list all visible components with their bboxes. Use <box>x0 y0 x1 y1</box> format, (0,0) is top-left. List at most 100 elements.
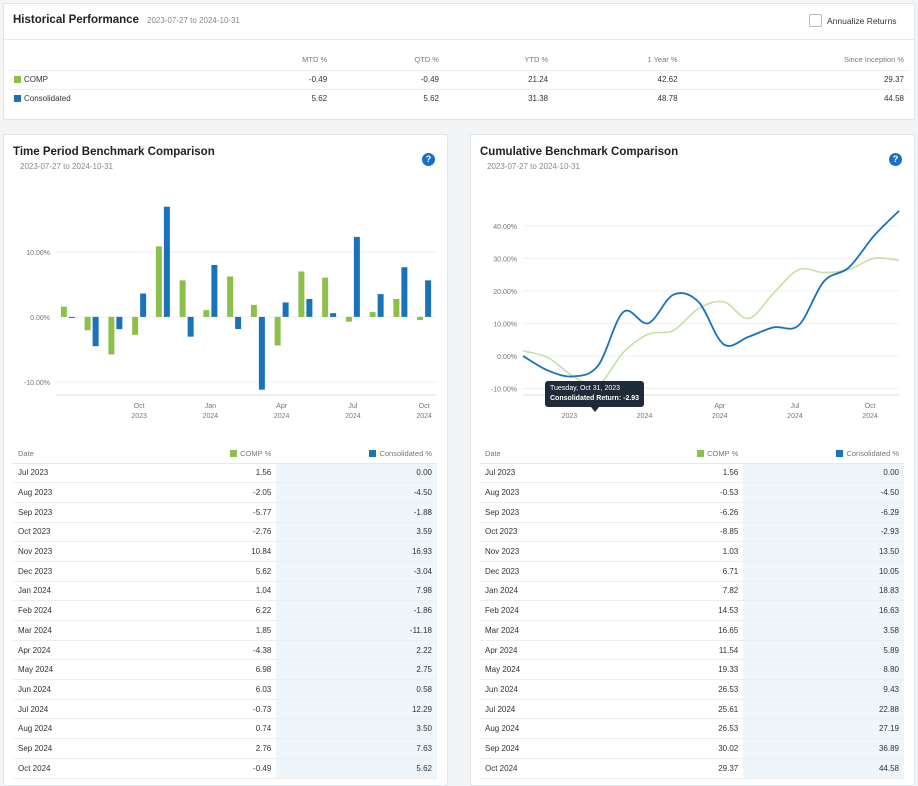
x-tick-month: Apr <box>276 403 288 410</box>
table-row: Sep 2023 -5.77 -1.88 <box>13 502 437 523</box>
cell-consolidated: 5.62 <box>276 758 437 778</box>
help-icon[interactable]: ? <box>422 153 435 166</box>
bar-comp-4[interactable] <box>155 246 162 317</box>
col-mtd: MTD % <box>302 55 328 65</box>
x-tick-year: 2024 <box>637 413 653 420</box>
bar-comp-7[interactable] <box>227 276 234 317</box>
bar-consolidated-11[interactable] <box>330 313 337 317</box>
bar-comp-15[interactable] <box>417 316 424 321</box>
bar-consolidated-9[interactable] <box>282 302 289 317</box>
cell-consolidated: 7.63 <box>276 738 437 759</box>
bar-consolidated-1[interactable] <box>92 316 99 347</box>
col-1year: 1 Year % <box>647 55 678 65</box>
bar-consolidated-12[interactable] <box>353 236 360 317</box>
table-row: Dec 2023 6.71 10.05 <box>480 561 904 582</box>
table-row: Aug 2023 -0.53 -4.50 <box>480 482 904 503</box>
table-row: Apr 2024 -4.38 2.22 <box>13 640 437 660</box>
table-row: May 2024 6.98 2.75 <box>13 659 437 680</box>
cell-comp: 1.56 <box>255 468 272 478</box>
cumulative-table: Date COMP % Consolidated % Jul 2023 1.56 0.00… <box>480 444 904 779</box>
cell-date: Feb 2024 <box>18 606 52 616</box>
historical-performance-card: Historical Performance 2023-07-27 to 202… <box>3 3 915 120</box>
bar-consolidated-2[interactable] <box>116 316 123 330</box>
cell-date: Jun 2024 <box>18 684 51 694</box>
line-consolidated[interactable] <box>522 210 900 378</box>
cell-date: Mar 2024 <box>485 625 519 635</box>
table-row: Jun 2024 26.53 9.43 <box>480 679 904 700</box>
x-tick-year: 2024 <box>416 413 432 420</box>
bar-consolidated-4[interactable] <box>163 206 170 317</box>
cell-date: Aug 2024 <box>18 724 53 734</box>
x-tick-month: Jan <box>205 403 216 410</box>
cell-consolidated: -2.93 <box>743 522 904 542</box>
cell-comp: -0.49 <box>253 763 272 773</box>
table-row: Aug 2023 -2.05 -4.50 <box>13 482 437 503</box>
cell-date: Apr 2024 <box>485 645 518 655</box>
cell-consolidated: 3.59 <box>276 522 437 542</box>
bar-comp-0[interactable] <box>60 306 67 317</box>
bar-comp-9[interactable] <box>274 316 281 346</box>
cell-consolidated: -1.86 <box>276 600 437 621</box>
bar-comp-10[interactable] <box>298 271 305 317</box>
bar-consolidated-14[interactable] <box>401 267 408 317</box>
x-tick-year: 2024 <box>712 413 728 420</box>
cell-date: Nov 2023 <box>18 547 53 557</box>
bar-comp-8[interactable] <box>250 304 257 317</box>
bar-consolidated-6[interactable] <box>211 264 218 317</box>
bar-consolidated-3[interactable] <box>140 293 147 317</box>
cell-date: Aug 2024 <box>485 724 520 734</box>
cell-consolidated: 0.00 <box>276 463 437 483</box>
bar-comp-14[interactable] <box>393 298 400 317</box>
cell-consolidated: 27.19 <box>743 718 904 739</box>
cell-consolidated: 9.43 <box>743 679 904 700</box>
col-comp-label: COMP % <box>707 448 739 458</box>
bar-consolidated-8[interactable] <box>258 316 265 390</box>
x-tick-month: Apr <box>714 403 726 410</box>
bar-consolidated-10[interactable] <box>306 299 313 317</box>
table-row: Jan 2024 1.04 7.98 <box>13 581 437 601</box>
cell-comp: 6.98 <box>255 665 272 675</box>
cell-comp: 26.53 <box>718 724 739 734</box>
bar-comp-11[interactable] <box>322 277 329 317</box>
cell-consolidated: -3.04 <box>276 561 437 582</box>
cell-consolidated: 3.50 <box>276 718 437 739</box>
bar-comp-5[interactable] <box>179 280 186 317</box>
cell-comp: 14.53 <box>718 606 739 616</box>
bar-comp-6[interactable] <box>203 310 210 317</box>
bar-comp-2[interactable] <box>108 316 115 355</box>
cell-consolidated: -4.50 <box>743 482 904 503</box>
bar-comp-12[interactable] <box>345 316 352 322</box>
cell-comp: 10.84 <box>251 547 272 557</box>
cell: 5.62 <box>423 94 439 104</box>
cell-date: Dec 2023 <box>485 566 520 576</box>
annualize-checkbox[interactable] <box>809 14 822 27</box>
bar-comp-1[interactable] <box>84 316 91 331</box>
x-tick-month: Jul <box>790 403 799 410</box>
bar-comp-3[interactable] <box>132 316 139 335</box>
tooltip-label: Consolidated Return: <box>550 395 622 402</box>
x-tick-month: Oct <box>134 403 145 410</box>
cell-consolidated: 18.83 <box>743 581 904 601</box>
col-ytd: YTD % <box>524 55 549 65</box>
bar-consolidated-5[interactable] <box>187 316 194 337</box>
bar-comp-13[interactable] <box>369 312 376 317</box>
comp-swatch <box>697 449 705 457</box>
bar-consolidated-7[interactable] <box>235 316 242 330</box>
comp-swatch <box>14 76 21 83</box>
cumulative-card: Cumulative Benchmark Comparison 2023-07-… <box>470 134 915 786</box>
tooltip-date: Tuesday, Oct 31, 2023 <box>550 385 621 392</box>
bar-consolidated-15[interactable] <box>425 280 432 317</box>
col-date: Date <box>485 448 501 458</box>
cell-comp: 1.85 <box>255 625 272 635</box>
help-icon[interactable]: ? <box>889 153 902 166</box>
cell-consolidated: 44.58 <box>743 758 904 778</box>
chart-tooltip: Tuesday, Oct 31, 2023 Consolidated Retur… <box>545 381 645 412</box>
cell-comp: 2.76 <box>255 743 272 753</box>
line-comp[interactable] <box>522 257 900 387</box>
bar-consolidated-0[interactable] <box>68 316 75 318</box>
y-tick-label: -10.00% <box>491 386 517 393</box>
cell-comp: 26.53 <box>718 684 739 694</box>
table-row: Aug 2024 26.53 27.19 <box>480 718 904 739</box>
y-tick-label: 20.00% <box>493 289 517 296</box>
bar-consolidated-13[interactable] <box>377 294 384 317</box>
